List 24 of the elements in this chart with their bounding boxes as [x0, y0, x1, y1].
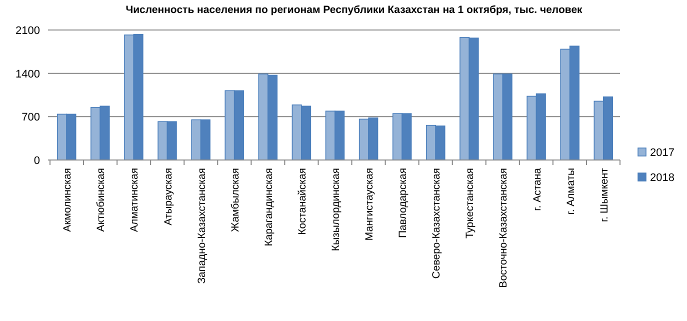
- x-tick-label: Восточно-Казахстанская: [498, 168, 510, 288]
- x-tick-label: г. Шымкент: [598, 168, 610, 222]
- x-tick-label: Северо-Казахстанская: [430, 168, 443, 279]
- x-tick-label: Атырауская: [162, 168, 174, 226]
- x-tick-label: г. Алматы: [564, 168, 577, 215]
- x-tick-label: Жамбылская: [229, 168, 242, 232]
- chart-title: Численность населения по регионам Республики Казахстан на 1 октября, тыс. человек: [126, 4, 584, 16]
- x-tick-label: Актюбинская: [95, 168, 108, 232]
- y-tick-label: 1400: [16, 68, 40, 80]
- x-tick-label: г. Астана: [531, 168, 544, 211]
- x-tick-label: Карагандинская: [262, 168, 275, 246]
- y-tick-label: 0: [34, 155, 40, 167]
- x-tick-label: Мангистауская: [364, 168, 376, 241]
- y-tick-label: 700: [22, 112, 40, 124]
- x-tick-label: Алматинская: [128, 168, 141, 232]
- legend-label: 2018: [650, 172, 674, 184]
- x-tick-label: Павлодарская: [397, 168, 410, 238]
- legend-label: 2017: [650, 147, 674, 159]
- x-tick-label: Акмолинская: [62, 168, 74, 232]
- x-tick-label: Костанайская: [296, 168, 308, 235]
- x-tick-label: Туркестанская: [464, 168, 476, 239]
- x-tick-label: Западно-Казахстанская: [196, 168, 208, 284]
- y-tick-label: 2100: [16, 25, 40, 37]
- x-tick-label: Кызылординская: [330, 168, 342, 252]
